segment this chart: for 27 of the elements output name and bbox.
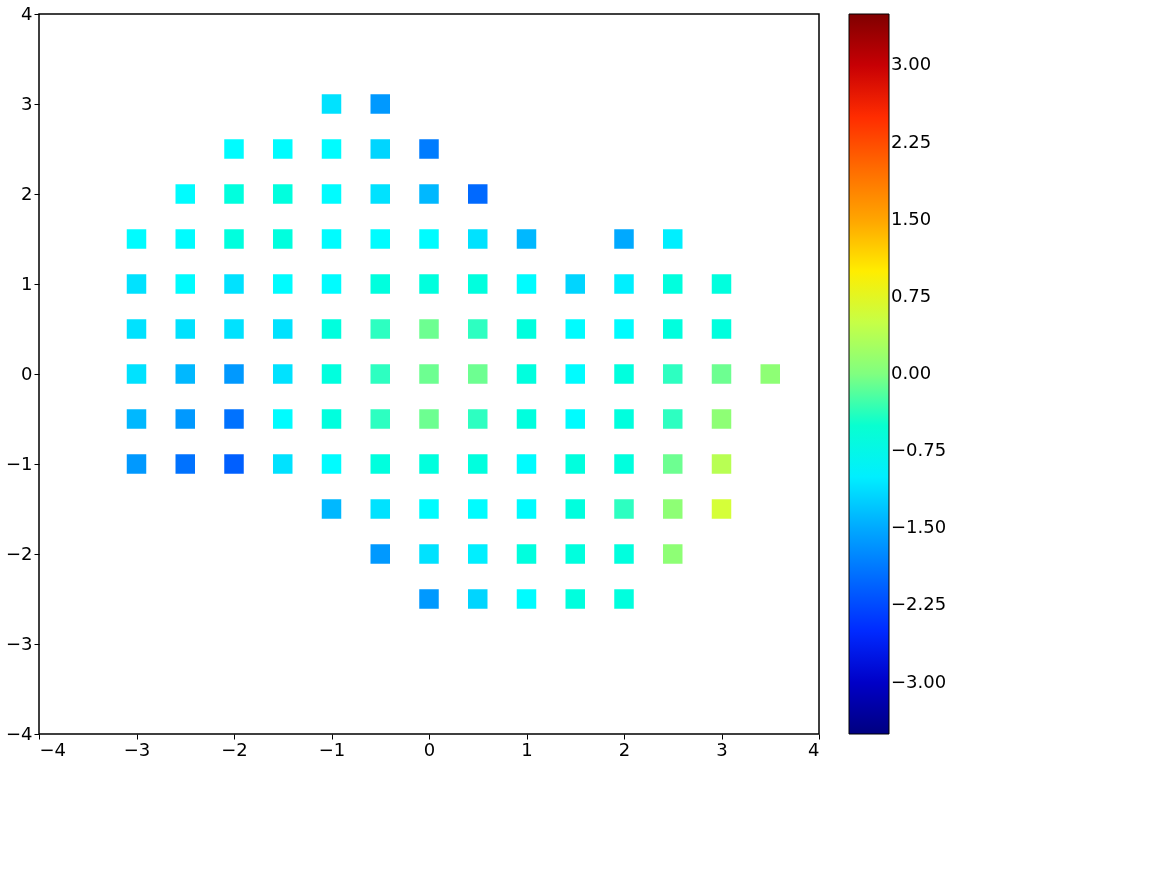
color-bar-label: −3.00: [891, 670, 947, 692]
x-tick-label: 1: [521, 738, 533, 760]
x-tick-label: 4: [808, 738, 820, 760]
color-bar-label: 1.50: [891, 207, 932, 229]
color-bar-label: −2.25: [891, 593, 947, 615]
color-bar-label: 0.75: [891, 284, 932, 306]
x-tick-label: −2: [221, 738, 248, 760]
x-tick-label: 0: [423, 738, 436, 760]
y-tick-label: −4: [5, 722, 33, 744]
y-tick-label: −1: [5, 452, 33, 474]
y-tick-label: 1: [21, 272, 33, 294]
y-tick-label: 0: [21, 362, 33, 384]
x-tick-label: −4: [39, 738, 67, 760]
y-tick-label: 2: [21, 182, 33, 204]
color-bar-label: 2.25: [891, 130, 932, 152]
y-tick-label: 4: [21, 2, 33, 24]
color-bar-label: −1.50: [891, 516, 947, 538]
x-tick-label: −3: [123, 738, 151, 760]
color-bar-label: 0.00: [891, 362, 932, 383]
y-tick-label: 3: [21, 92, 33, 114]
x-tick-label: 3: [716, 738, 728, 760]
color-bar-label: 3.00: [891, 53, 932, 75]
x-tick-label: −1: [318, 738, 346, 760]
y-tick-label: −2: [5, 542, 33, 564]
color-bar-label: −0.75: [891, 439, 947, 461]
x-tick-label: 2: [618, 738, 631, 760]
y-tick-label: −3: [5, 632, 33, 654]
